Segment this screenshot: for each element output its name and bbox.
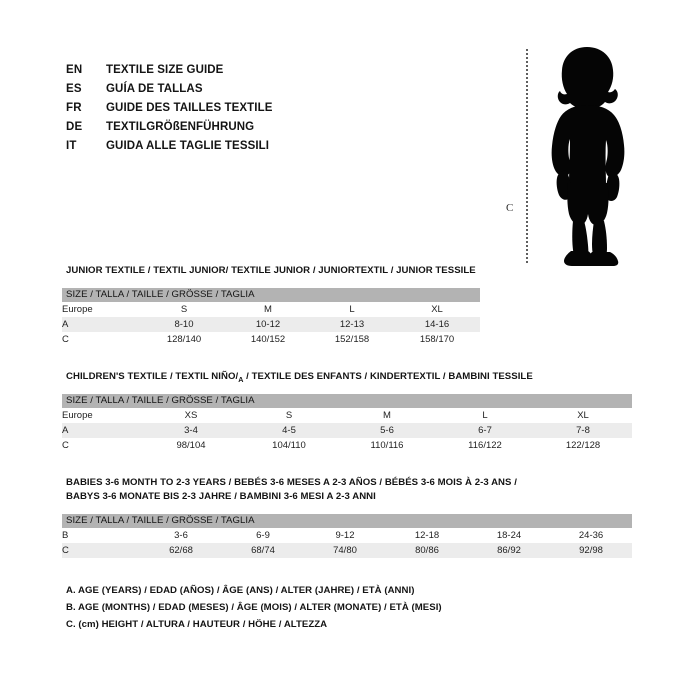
language-title-en: TEXTILE SIZE GUIDE <box>106 64 224 76</box>
table-cell: 12-13 <box>310 317 394 332</box>
table-cell: 80/86 <box>386 543 468 558</box>
child-silhouette-icon <box>551 47 625 266</box>
table-cell: XL <box>394 302 480 317</box>
language-row: DE TEXTILGRÖßENFÜHRUNG <box>66 121 396 140</box>
table-row: A 3-4 4-5 5-6 6-7 7-8 <box>62 423 633 438</box>
table-cell: XL <box>534 408 633 423</box>
table-row: A 8-10 10-12 12-13 14-16 <box>62 317 480 332</box>
size-header-label: SIZE / TALLA / TAILLE / GRÖSSE / TAGLIA <box>62 514 633 528</box>
table-row: Europe XS S M L XL <box>62 408 633 423</box>
babies-size-table: SIZE / TALLA / TAILLE / GRÖSSE / TAGLIA … <box>62 514 633 558</box>
table-cell: 116/122 <box>436 438 534 453</box>
children-size-table: SIZE / TALLA / TAILLE / GRÖSSE / TAGLIA … <box>62 394 633 453</box>
language-row: FR GUIDE DES TAILLES TEXTILE <box>66 102 396 121</box>
footer-legend-line-a: A. AGE (YEARS) / EDAD (AÑOS) / ÂGE (ANS)… <box>66 585 415 596</box>
table-cell: 8-10 <box>142 317 226 332</box>
table-cell: L <box>436 408 534 423</box>
language-row: EN TEXTILE SIZE GUIDE <box>66 64 396 83</box>
measure-dotted-line-icon <box>526 49 528 263</box>
table-cell: 98/104 <box>142 438 240 453</box>
row-label: C <box>62 332 142 347</box>
table-cell: 110/116 <box>338 438 436 453</box>
row-label: Europe <box>62 302 142 317</box>
section-title-babies: BABIES 3-6 MONTH TO 2-3 YEARS / BEBÉS 3-… <box>66 476 517 503</box>
table-cell: 128/140 <box>142 332 226 347</box>
table-cell: 6-9 <box>222 528 304 543</box>
language-legend: EN TEXTILE SIZE GUIDE ES GUÍA DE TALLAS … <box>66 64 396 159</box>
row-label: C <box>62 438 142 453</box>
junior-size-table: SIZE / TALLA / TAILLE / GRÖSSE / TAGLIA … <box>62 288 480 347</box>
table-cell: 24-36 <box>550 528 633 543</box>
size-header-label: SIZE / TALLA / TAILLE / GRÖSSE / TAGLIA <box>62 288 480 302</box>
table-cell: S <box>142 302 226 317</box>
section-title-children-subscript: A <box>238 374 244 384</box>
table-header-row: SIZE / TALLA / TAILLE / GRÖSSE / TAGLIA <box>62 514 633 528</box>
language-code-fr: FR <box>66 102 82 114</box>
language-title-de: TEXTILGRÖßENFÜHRUNG <box>106 121 255 133</box>
section-title-junior: JUNIOR TEXTILE / TEXTIL JUNIOR/ TEXTILE … <box>66 265 476 276</box>
table-cell: 14-16 <box>394 317 480 332</box>
table-row: C 62/68 68/74 74/80 80/86 86/92 92/98 <box>62 543 633 558</box>
table-cell: 62/68 <box>140 543 222 558</box>
row-label: Europe <box>62 408 142 423</box>
language-code-es: ES <box>66 83 82 95</box>
language-row: IT GUIDA ALLE TAGLIE TESSILI <box>66 140 396 159</box>
table-header-row: SIZE / TALLA / TAILLE / GRÖSSE / TAGLIA <box>62 288 480 302</box>
table-cell: L <box>310 302 394 317</box>
footer-legend-line-b: B. AGE (MONTHS) / EDAD (MESES) / ÂGE (MO… <box>66 602 442 613</box>
table-cell: 9-12 <box>304 528 386 543</box>
table-cell: 68/74 <box>222 543 304 558</box>
language-title-fr: GUIDE DES TAILLES TEXTILE <box>106 102 273 114</box>
language-title-it: GUIDA ALLE TAGLIE TESSILI <box>106 140 270 152</box>
footer-legend: A. AGE (YEARS) / EDAD (AÑOS) / ÂGE (ANS)… <box>66 582 442 633</box>
section-title-children: CHILDREN'S TEXTILE / TEXTIL NIÑO/A / TEX… <box>66 370 533 384</box>
language-title-es: GUÍA DE TALLAS <box>106 83 203 95</box>
table-cell: 140/152 <box>226 332 310 347</box>
height-measurement-figure: C <box>498 45 648 270</box>
table-cell: 152/158 <box>310 332 394 347</box>
table-cell: 122/128 <box>534 438 633 453</box>
table-cell: 5-6 <box>338 423 436 438</box>
language-code-it: IT <box>66 140 77 152</box>
table-row: C 98/104 104/110 110/116 116/122 122/128 <box>62 438 633 453</box>
table-cell: 158/170 <box>394 332 480 347</box>
table-cell: 92/98 <box>550 543 633 558</box>
table-cell: 10-12 <box>226 317 310 332</box>
row-label: B <box>62 528 140 543</box>
section-title-babies-line1: BABIES 3-6 MONTH TO 2-3 YEARS / BEBÉS 3-… <box>66 477 517 488</box>
table-row: Europe S M L XL <box>62 302 480 317</box>
row-label: A <box>62 423 142 438</box>
section-title-children-post: / TEXTILE DES ENFANTS / KINDERTEXTIL / B… <box>243 371 533 382</box>
language-code-en: EN <box>66 64 83 76</box>
table-header-row: SIZE / TALLA / TAILLE / GRÖSSE / TAGLIA <box>62 394 633 408</box>
table-cell: 86/92 <box>468 543 550 558</box>
footer-legend-line-c: C. (cm) HEIGHT / ALTURA / HAUTEUR / HÖHE… <box>66 619 328 630</box>
table-cell: 3-4 <box>142 423 240 438</box>
table-row: B 3-6 6-9 9-12 12-18 18-24 24-36 <box>62 528 633 543</box>
language-row: ES GUÍA DE TALLAS <box>66 83 396 102</box>
table-cell: 12-18 <box>386 528 468 543</box>
table-cell: XS <box>142 408 240 423</box>
table-cell: 18-24 <box>468 528 550 543</box>
table-cell: 74/80 <box>304 543 386 558</box>
table-cell: S <box>240 408 338 423</box>
table-cell: M <box>226 302 310 317</box>
size-header-label: SIZE / TALLA / TAILLE / GRÖSSE / TAGLIA <box>62 394 633 408</box>
table-cell: 3-6 <box>140 528 222 543</box>
table-cell: M <box>338 408 436 423</box>
table-cell: 4-5 <box>240 423 338 438</box>
measure-label-c: C <box>506 202 514 214</box>
table-cell: 6-7 <box>436 423 534 438</box>
table-row: C 128/140 140/152 152/158 158/170 <box>62 332 480 347</box>
row-label: C <box>62 543 140 558</box>
table-cell: 104/110 <box>240 438 338 453</box>
language-code-de: DE <box>66 121 83 133</box>
row-label: A <box>62 317 142 332</box>
table-cell: 7-8 <box>534 423 633 438</box>
section-title-children-pre: CHILDREN'S TEXTILE / TEXTIL NIÑO/ <box>66 371 239 382</box>
section-title-babies-line2: BABYS 3-6 MONATE BIS 2-3 JAHRE / BAMBINI… <box>66 490 376 502</box>
